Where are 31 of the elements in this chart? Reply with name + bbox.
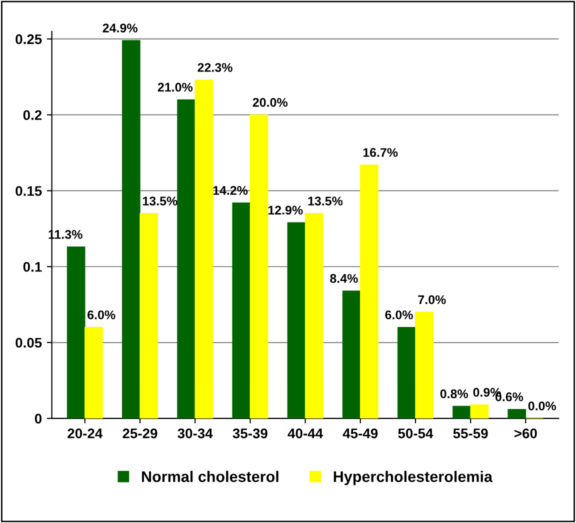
x-tick-label: 20-24	[68, 428, 103, 438]
data-label: 24.9%	[102, 24, 138, 32]
data-label: 7.0%	[418, 295, 446, 304]
x-tick-label: 55-59	[453, 428, 488, 438]
data-label: 0.0%	[528, 402, 556, 410]
x-tick-label: 40-44	[288, 428, 323, 438]
x-tick-label: 45-49	[342, 428, 378, 438]
data-label: 13.5%	[308, 196, 343, 206]
x-tick-label: >60	[514, 428, 537, 438]
data-label: 14.2%	[213, 186, 248, 195]
x-tick-label: 35-39	[232, 428, 268, 438]
data-label: 8.4%	[330, 274, 358, 283]
y-tick-label: 0.25	[16, 34, 42, 44]
data-label: 6.0%	[88, 310, 116, 320]
legend-label: Hypercholesterolemia	[334, 470, 493, 486]
data-label: 16.7%	[363, 148, 398, 157]
y-tick-label: 0.1	[23, 262, 42, 272]
data-label: 0.8%	[440, 389, 468, 398]
x-tick-label: 30-34	[178, 428, 213, 438]
legend-label: Normal cholesterol	[142, 470, 278, 482]
data-label: 22.3%	[198, 63, 232, 72]
data-label: 21.0%	[158, 82, 193, 92]
y-tick-label: 0	[34, 414, 42, 424]
data-label: 20.0%	[252, 98, 288, 107]
y-tick-label: 0.2	[23, 110, 42, 120]
data-label: 6.0%	[385, 310, 413, 320]
y-tick-label: 0.05	[16, 338, 42, 348]
y-tick-label: 0.15	[16, 186, 42, 196]
data-label: 12.9%	[268, 206, 303, 215]
x-tick-label: 50-54	[398, 428, 434, 438]
x-tick-label: 25-29	[122, 428, 158, 438]
